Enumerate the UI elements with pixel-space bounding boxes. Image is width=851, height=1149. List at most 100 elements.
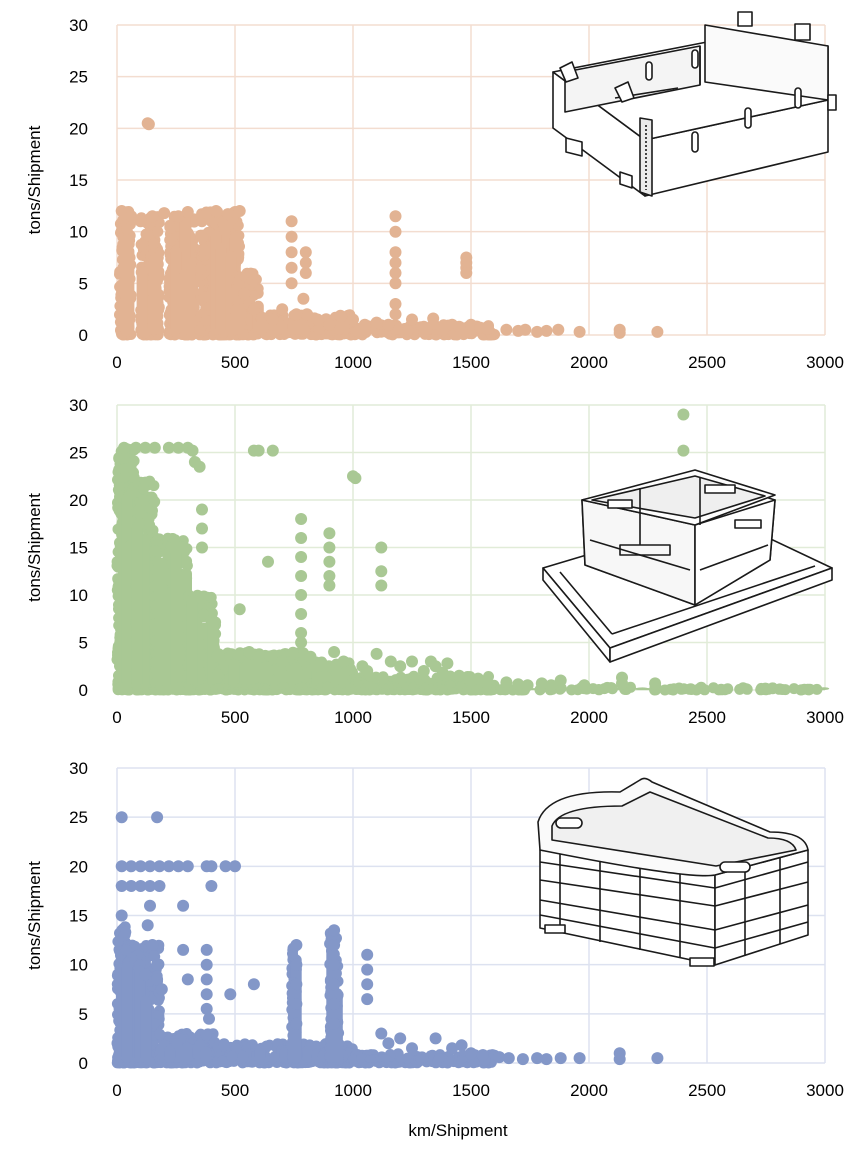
- scatter-point-column: [269, 687, 281, 690]
- x-tick-label: 500: [221, 708, 249, 727]
- scatter-point: [389, 246, 402, 259]
- scatter-point: [441, 657, 454, 670]
- scatter-point: [436, 323, 449, 336]
- x-tick-label: 1500: [452, 353, 490, 372]
- scatter-point: [323, 541, 336, 554]
- scatter-point: [226, 1050, 238, 1062]
- scatter-point: [121, 944, 132, 956]
- scatter-point: [172, 441, 185, 454]
- scatter-point: [649, 677, 662, 690]
- scatter-point: [260, 684, 272, 696]
- x-tick-label: 0: [112, 708, 121, 727]
- scatter-point: [323, 579, 336, 592]
- scatter-point: [276, 303, 289, 316]
- scatter-point: [285, 261, 298, 274]
- scatter-point: [479, 676, 492, 689]
- scatter-point: [149, 545, 161, 557]
- scatter-point: [349, 472, 362, 485]
- scatter-point: [285, 246, 298, 259]
- scatter-point: [323, 570, 336, 582]
- scatter-point: [295, 551, 308, 563]
- scatter-point-column: [558, 687, 570, 690]
- scatter-point: [311, 313, 324, 326]
- scatter-point: [120, 926, 132, 938]
- scatter-point: [121, 223, 133, 235]
- scatter-point-column: [669, 687, 681, 690]
- scatter-point: [375, 565, 388, 578]
- scatter-point: [299, 267, 312, 279]
- scatter-point: [667, 684, 679, 696]
- scatter-point: [295, 589, 308, 601]
- scatter-point: [295, 513, 308, 525]
- scatter-point: [232, 649, 244, 661]
- scatter-point-column: [195, 687, 207, 690]
- scatter-point-column: [140, 688, 151, 690]
- scatter-point: [118, 441, 131, 454]
- scatter-point: [481, 322, 494, 335]
- scatter-point-column: [374, 329, 386, 335]
- scatter-point: [200, 1029, 212, 1041]
- scatter-point: [195, 263, 207, 275]
- scatter-point-column: [302, 1045, 314, 1063]
- scatter-point: [276, 655, 289, 668]
- scatter-point: [301, 308, 313, 321]
- scatter-point-column: [313, 324, 325, 335]
- scatter-point: [540, 324, 553, 337]
- scatter-point-column: [155, 557, 167, 690]
- scatter-point: [304, 650, 317, 663]
- scatter-point: [115, 205, 128, 217]
- scatter-point-column: [346, 687, 358, 690]
- x-tick-label: 2500: [688, 353, 726, 372]
- scatter-point: [162, 441, 175, 454]
- scatter-point: [182, 684, 194, 695]
- scatter-point: [148, 1018, 160, 1030]
- scatter-point: [295, 608, 308, 620]
- x-tick-label: 3000: [806, 708, 844, 727]
- scatter-point: [217, 1055, 228, 1067]
- scatter-point: [113, 453, 125, 465]
- scatter-point: [196, 522, 208, 535]
- y-tick-label: 10: [69, 223, 88, 242]
- scatter-point: [521, 679, 534, 692]
- scatter-point: [406, 655, 418, 668]
- x-tick-label: 1500: [452, 708, 490, 727]
- scatter-point: [148, 950, 160, 962]
- scatter-point-column: [678, 687, 690, 690]
- scatter-point: [370, 316, 383, 329]
- scatter-point-column: [131, 522, 143, 690]
- scatter-point: [677, 444, 690, 457]
- scatter-point: [535, 677, 548, 690]
- scatter-point: [389, 256, 402, 269]
- scatter-point: [323, 318, 336, 331]
- scatter-point-column: [140, 995, 152, 1063]
- scatter-point: [262, 555, 274, 568]
- scatter-point: [299, 256, 312, 269]
- scatter-point: [365, 681, 377, 693]
- scatter-point: [266, 444, 279, 457]
- scatter-point: [370, 647, 383, 660]
- scatter-point: [138, 494, 150, 506]
- scatter-point: [198, 590, 210, 602]
- scatter-point: [212, 683, 224, 695]
- scatter-point-column: [379, 688, 390, 690]
- scatter-point: [389, 277, 402, 290]
- scatter-point: [427, 312, 440, 325]
- scatter-point-column: [237, 1050, 249, 1063]
- scatter-point: [118, 463, 130, 475]
- scatter-point-column: [781, 687, 793, 690]
- scatter-point: [198, 244, 210, 256]
- scatter-point: [659, 684, 671, 696]
- scatter-point: [148, 480, 160, 492]
- scatter-point-column: [771, 688, 783, 690]
- scatter-point: [460, 267, 473, 279]
- scatter-point: [554, 674, 567, 687]
- y-tick-label: 20: [69, 491, 88, 510]
- y-tick-label: 30: [69, 396, 88, 415]
- scatter-point-column: [409, 688, 421, 690]
- scatter-point: [285, 230, 298, 243]
- scatter-point-column: [759, 687, 771, 690]
- scatter-point: [153, 684, 165, 696]
- scatter-point: [382, 318, 395, 331]
